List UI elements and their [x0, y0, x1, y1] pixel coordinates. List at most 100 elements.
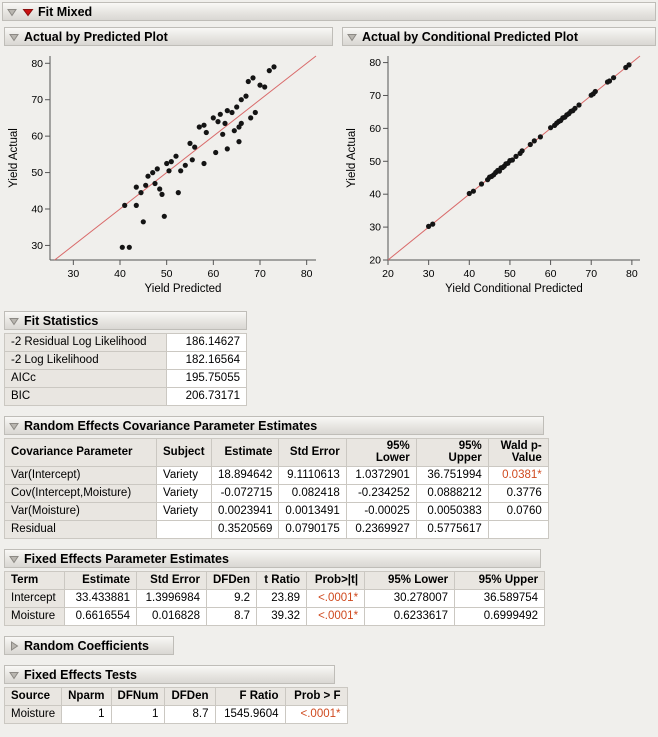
data-point: [576, 102, 582, 108]
x-tick-label: 30: [67, 268, 79, 280]
cell: 0.0381*: [487, 466, 549, 485]
section-title: Fixed Effects Tests: [24, 667, 138, 682]
data-point: [224, 108, 230, 114]
data-point: [220, 131, 226, 137]
data-point: [262, 84, 268, 90]
data-point: [159, 191, 165, 197]
table-row: Var(Intercept) Variety 18.894642 9.1110613 1…: [4, 466, 549, 485]
x-tick-label: 70: [585, 268, 597, 280]
cell: Var(Intercept): [4, 466, 157, 485]
cell: <.0001*: [306, 589, 366, 608]
column-header: DFNum: [110, 687, 166, 706]
fixed-effects-tests-table: Source Nparm DFNum DFDen F Ratio Prob > F Mois…: [3, 687, 348, 724]
data-point: [547, 125, 554, 131]
data-point: [478, 181, 485, 187]
data-point: [210, 115, 216, 121]
disclosure-open-icon[interactable]: [8, 669, 20, 681]
cell: 30.278007: [364, 589, 456, 608]
data-point: [470, 188, 476, 194]
column-header: 95% Lower: [364, 571, 456, 590]
cell: <.0001*: [284, 705, 348, 724]
fit-statistics-header[interactable]: Fit Statistics: [4, 311, 247, 330]
data-point: [166, 168, 172, 174]
data-point: [234, 104, 240, 110]
y-tick-label: 40: [369, 189, 381, 201]
cell: 36.751994: [415, 466, 489, 485]
section-random-effects: Random Effects Covariance Parameter Esti…: [4, 416, 656, 539]
header-row: Covariance Parameter Subject Estimate Std E…: [4, 438, 549, 467]
table-row: Moisture 0.6616554 0.016828 8.7 39.32 <.0001*…: [4, 607, 546, 626]
disclosure-open-icon[interactable]: [8, 31, 20, 43]
section-title: Random Coefficients: [24, 638, 150, 653]
data-point: [266, 68, 272, 74]
actual-by-conditional-predicted-header[interactable]: Actual by Conditional Predicted Plot: [341, 27, 656, 46]
cell: Var(Moisture): [4, 502, 157, 521]
disclosure-open-icon[interactable]: [6, 6, 18, 18]
data-point: [231, 128, 237, 134]
cell: 8.7: [164, 705, 216, 724]
random-coefficients-header[interactable]: Random Coefficients: [4, 636, 174, 655]
data-point: [133, 184, 139, 190]
data-point: [152, 180, 158, 187]
cell: 1: [61, 705, 112, 724]
identity-line: [54, 55, 317, 261]
column-header: Source: [3, 687, 63, 706]
actual-by-predicted-plot[interactable]: 30 40 50 60 70 80 30 40 50 60 70 80 Yield Predicted Y…: [4, 48, 330, 298]
random-effects-header[interactable]: Random Effects Covariance Parameter Esti…: [4, 416, 544, 435]
column-header: F Ratio: [214, 687, 286, 706]
cell: [156, 520, 212, 539]
data-point: [592, 88, 598, 95]
data-point: [164, 160, 170, 167]
cell: Cov(Intercept,Moisture): [4, 484, 157, 503]
statistic-value: 195.75055: [166, 369, 247, 388]
fixed-effects-tests-header[interactable]: Fixed Effects Tests: [4, 665, 335, 684]
actual-by-predicted-header[interactable]: Actual by Predicted Plot: [4, 27, 333, 46]
data-point: [173, 153, 179, 159]
disclosure-open-icon[interactable]: [8, 553, 20, 565]
disclosure-open-icon[interactable]: [8, 315, 20, 327]
data-point: [145, 173, 151, 179]
cell: 9.2: [205, 589, 258, 608]
column-header: Covariance Parameter: [4, 438, 157, 467]
cell: 0.3520569: [210, 520, 280, 539]
cell: 0.016828: [136, 607, 207, 626]
y-axis-label: Yield Actual: [346, 128, 358, 188]
cell: 1545.9604: [214, 705, 286, 724]
header-row: Term Estimate Std Error DFDen t Ratio Prob>|t…: [4, 571, 546, 590]
actual-by-conditional-predicted-plot[interactable]: 20 30 40 50 60 70 80 20 30 40 50 60 70 80 Yield Condit…: [342, 48, 654, 298]
table-row: Cov(Intercept,Moisture) Variety -0.072715 0…: [4, 484, 549, 503]
data-point: [610, 75, 617, 81]
data-point: [201, 160, 207, 167]
statistic-value: 182.16564: [166, 351, 247, 370]
fixed-effects-header[interactable]: Fixed Effects Parameter Estimates: [4, 549, 541, 568]
section-title: Fixed Effects Parameter Estimates: [24, 551, 229, 566]
cell: 1: [110, 705, 166, 724]
red-triangle-menu-icon[interactable]: [22, 6, 34, 18]
cell: -0.00025: [345, 502, 417, 521]
data-point: [252, 109, 258, 116]
x-tick-label: 70: [254, 268, 266, 280]
data-point: [133, 202, 139, 208]
data-point: [238, 120, 244, 126]
fit-mixed-header[interactable]: Fit Mixed: [2, 2, 656, 21]
x-axis-label: Yield Conditional Predicted: [445, 283, 583, 295]
data-point: [157, 186, 163, 192]
cell: 0.6616554: [64, 607, 137, 626]
cell: 0.082418: [278, 484, 347, 503]
data-point: [430, 221, 436, 227]
disclosure-closed-icon[interactable]: [8, 640, 20, 652]
disclosure-open-icon[interactable]: [346, 31, 358, 43]
statistic-label: -2 Residual Log Likelihood: [4, 333, 167, 352]
statistic-label: BIC: [4, 387, 167, 406]
data-point: [238, 97, 244, 103]
data-point: [531, 138, 537, 144]
column-header: DFDen: [164, 687, 216, 706]
disclosure-open-icon[interactable]: [8, 420, 20, 432]
x-tick-label: 80: [301, 268, 313, 280]
cell: 1.3996984: [136, 589, 207, 608]
cell: 0.6999492: [454, 607, 546, 626]
y-tick-label: 80: [31, 58, 43, 70]
column-header: DFDen: [205, 571, 258, 590]
y-tick-label: 50: [369, 156, 381, 168]
